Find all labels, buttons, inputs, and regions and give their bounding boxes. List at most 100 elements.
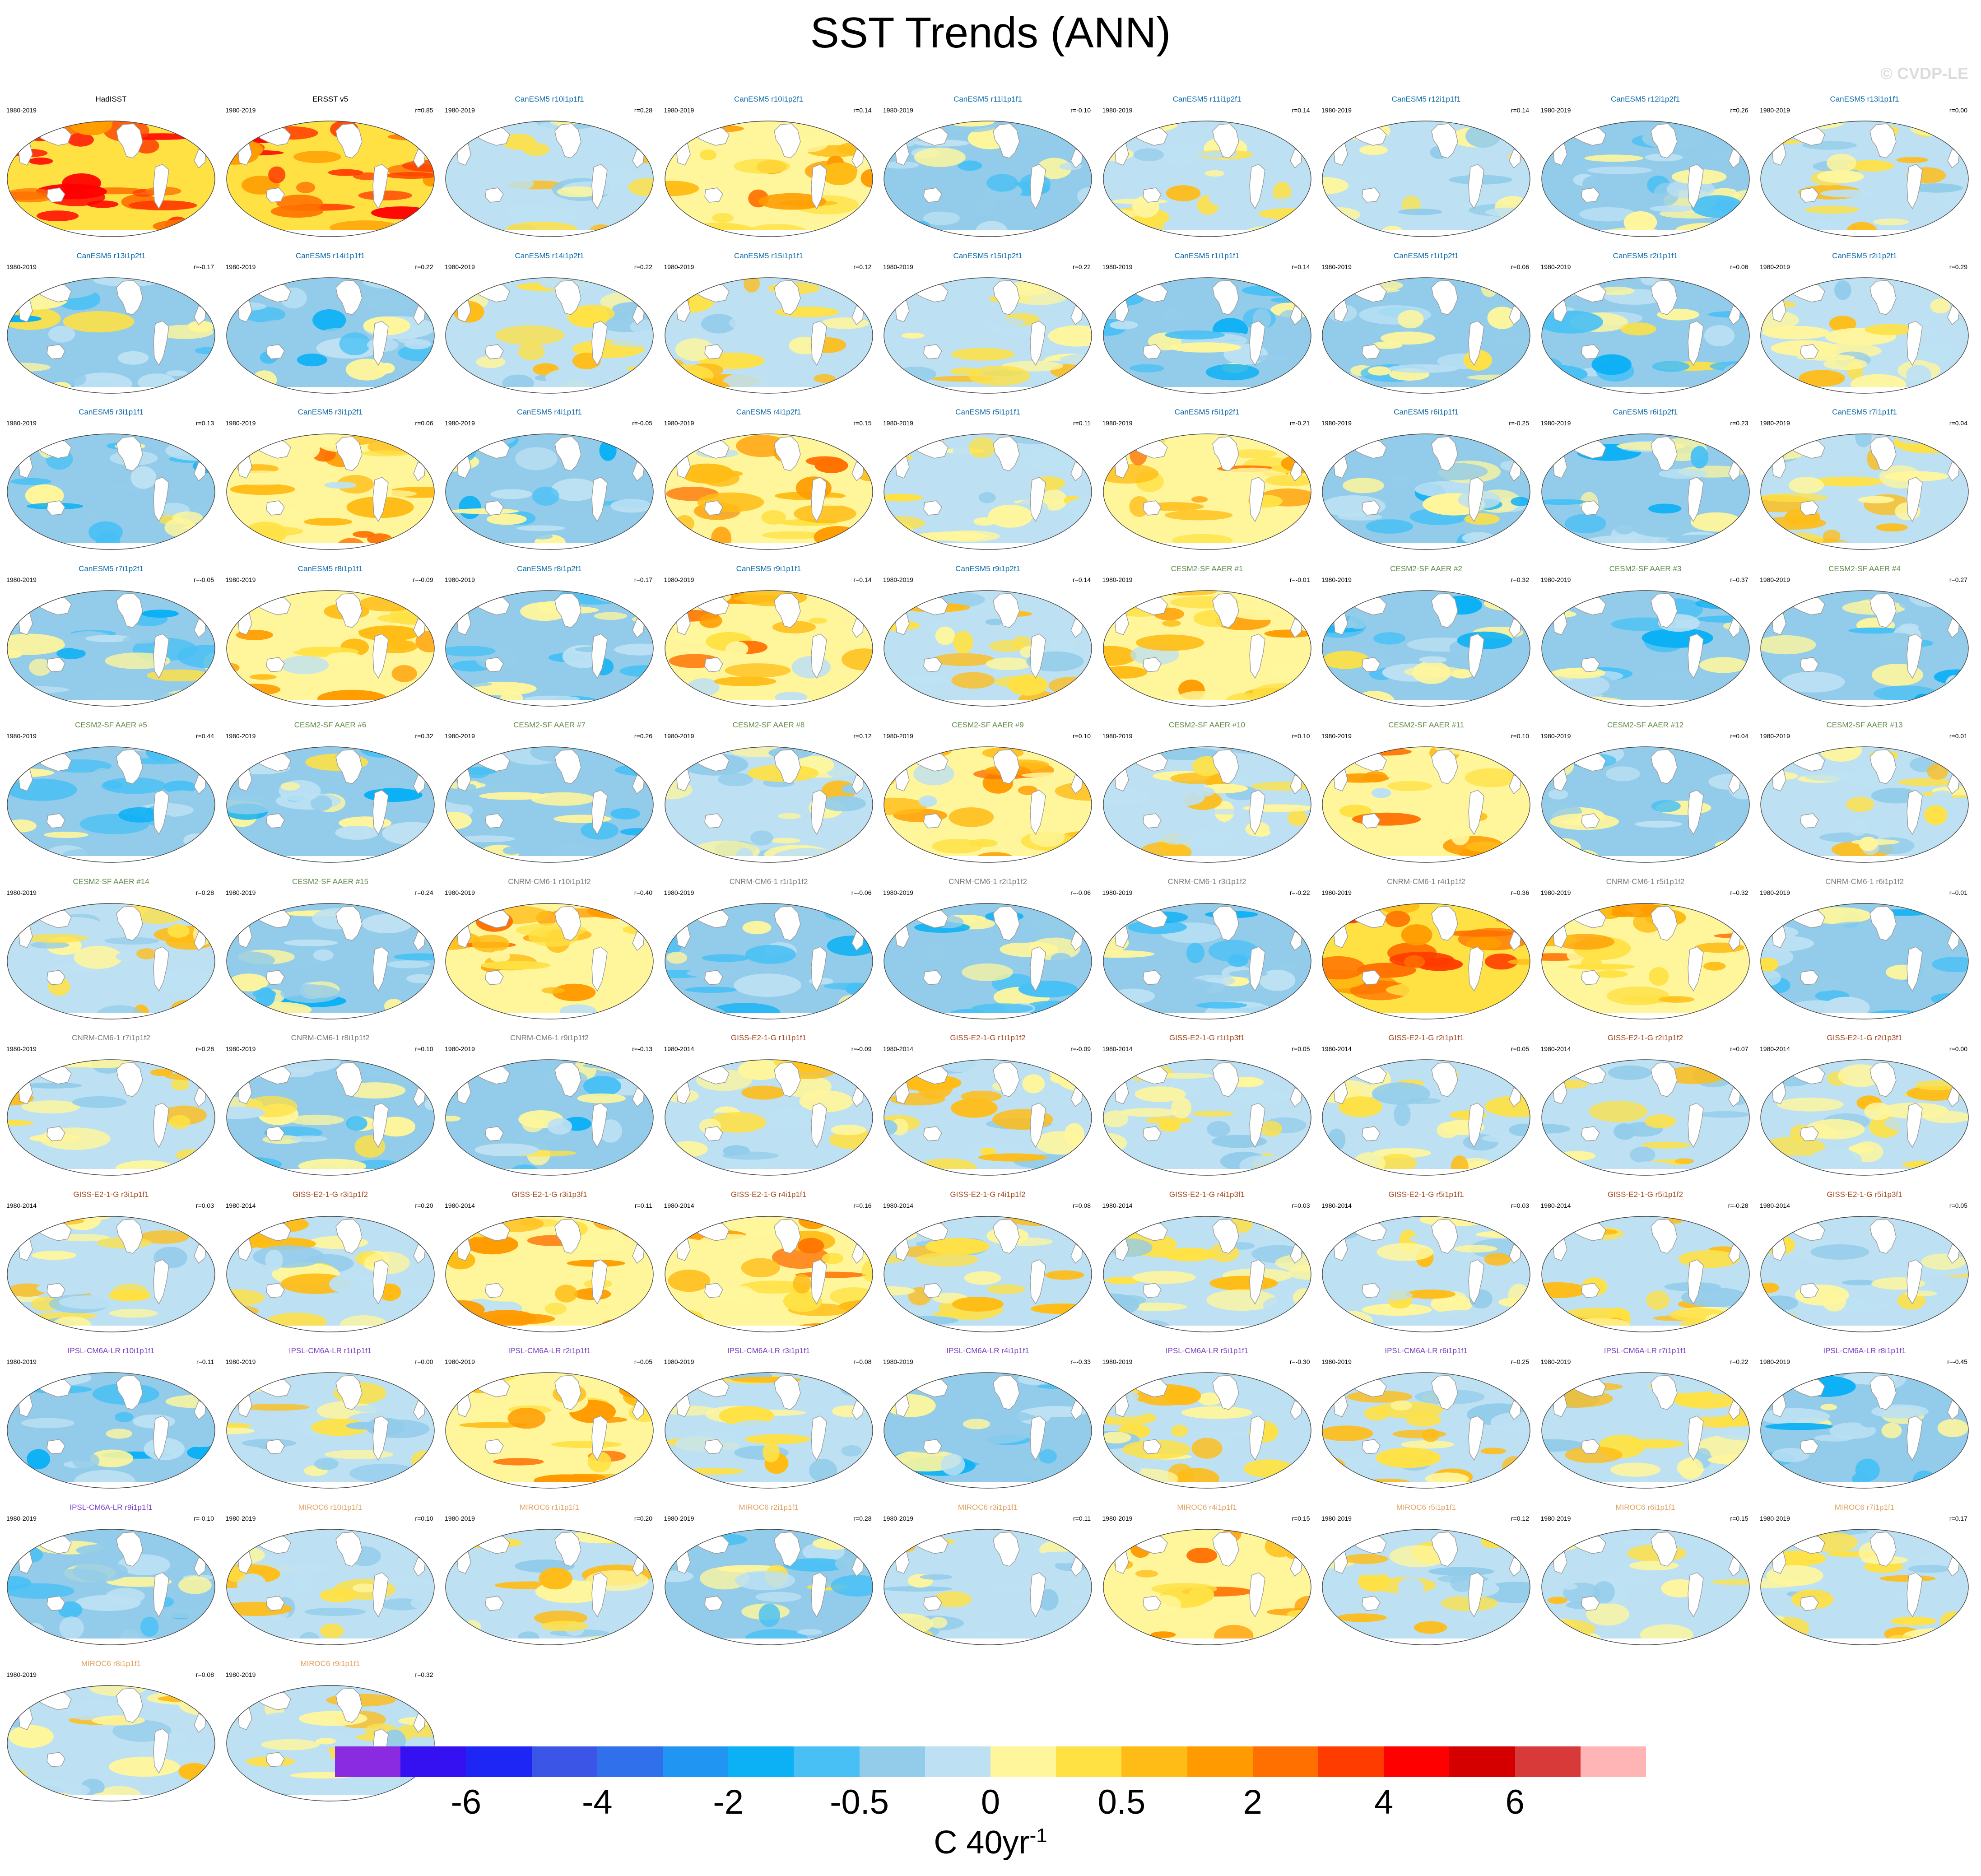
panel-correlation: r=0.44	[195, 732, 214, 740]
panel-title: GISS-E2-1-G r2i1p3f1	[1827, 1033, 1902, 1042]
panel-years: 1980-2019	[1321, 1514, 1352, 1522]
panel-title: CanESM5 r12i1p1f1	[1391, 95, 1461, 103]
colorbar-swatch	[728, 1746, 794, 1777]
panel-years: 1980-2014	[1760, 1045, 1790, 1052]
map-panel: CanESM5 r7i1p1f1 1980-2019 r=0.04	[1758, 408, 1971, 561]
panel-correlation: r=0.12	[853, 732, 872, 740]
sst-trend-map	[1541, 277, 1750, 394]
panel-correlation: r=0.10	[1072, 732, 1091, 740]
panel-years: 1980-2019	[1760, 1514, 1790, 1522]
panel-years: 1980-2019	[225, 419, 256, 427]
colorbar-swatch	[597, 1746, 663, 1777]
colorbar-tick: -6	[451, 1783, 482, 1821]
map-panel: CESM2-SF AAER #9 1980-2019 r=0.10	[881, 721, 1094, 874]
panel-years: 1980-2019	[225, 1045, 256, 1052]
panel-title: CanESM5 r6i1p1f1	[1394, 408, 1459, 416]
panel-years: 1980-2019	[883, 1514, 913, 1522]
panel-years: 1980-2019	[445, 263, 475, 270]
panel-years: 1980-2019	[664, 732, 694, 740]
panel-title: CanESM5 r7i1p1f1	[1832, 408, 1897, 416]
sst-trend-map	[664, 277, 873, 394]
panel-title: CNRM-CM6-1 r10i1p1f2	[508, 877, 591, 886]
map-panel: GISS-E2-1-G r3i1p1f1 1980-2014 r=0.03	[5, 1190, 218, 1344]
map-panel: IPSL-CM6A-LR r10i1p1f1 1980-2019 r=0.11	[5, 1346, 218, 1500]
sst-trend-map	[884, 903, 1092, 1019]
panel-years: 1980-2019	[1760, 107, 1790, 114]
panel-years: 1980-2019	[1321, 263, 1352, 270]
panel-years: 1980-2019	[225, 1514, 256, 1522]
panel-correlation: r=0.20	[415, 1201, 433, 1209]
panel-years: 1980-2019	[1102, 107, 1133, 114]
colorbar-swatch	[1252, 1746, 1319, 1777]
sst-trend-map	[1102, 277, 1311, 394]
panel-correlation: r=-0.13	[632, 1045, 652, 1052]
panel-correlation: r=0.17	[1949, 1514, 1967, 1522]
map-panel: MIROC6 r8i1p1f1 1980-2019 r=0.08	[5, 1659, 218, 1813]
panel-correlation: r=0.20	[634, 1514, 652, 1522]
panel-title: MIROC6 r6i1p1f1	[1615, 1503, 1675, 1512]
sst-trend-map	[1322, 903, 1530, 1019]
map-panel: GISS-E2-1-G r2i1p3f1 1980-2014 r=0.00	[1758, 1033, 1971, 1187]
panel-title: CNRM-CM6-1 r9i1p1f2	[510, 1033, 589, 1042]
panel-years: 1980-2019	[883, 576, 913, 583]
panel-correlation: r=0.32	[415, 732, 433, 740]
panel-correlation: r=0.05	[634, 1358, 652, 1365]
panel-years: 1980-2019	[225, 1358, 256, 1365]
map-panel: CanESM5 r8i1p1f1 1980-2019 r=-0.09	[224, 564, 437, 718]
panel-correlation: r=0.29	[1949, 263, 1967, 270]
panel-title: CESM2-SF AAER #15	[292, 877, 369, 886]
map-panel: CNRM-CM6-1 r5i1p1f2 1980-2019 r=0.32	[1539, 877, 1752, 1031]
panel-correlation: r=0.28	[195, 889, 214, 896]
panel-correlation: r=0.08	[195, 1671, 214, 1678]
sst-trend-map	[7, 1372, 215, 1489]
map-panel: GISS-E2-1-G r4i1p3f1 1980-2014 r=0.03	[1101, 1190, 1314, 1344]
panel-title: IPSL-CM6A-LR r6i1p1f1	[1385, 1346, 1468, 1355]
sst-trend-map	[1102, 1215, 1311, 1332]
sst-trend-map	[1760, 433, 1969, 550]
sst-trend-map	[1322, 1215, 1530, 1332]
panel-correlation: r=0.14	[1292, 263, 1310, 270]
map-panel: CanESM5 r1i1p2f1 1980-2019 r=0.06	[1320, 251, 1533, 405]
panel-title: MIROC6 r10i1p1f1	[298, 1503, 363, 1512]
sst-trend-map	[226, 1528, 435, 1645]
panel-title: MIROC6 r5i1p1f1	[1396, 1503, 1456, 1512]
colorbar-unit-label: C 40yr-1	[0, 1824, 1981, 1861]
map-panel: CanESM5 r11i1p2f1 1980-2019 r=0.14	[1101, 95, 1314, 248]
colorbar-tick: 4	[1374, 1783, 1394, 1821]
colorbar-swatch	[663, 1746, 729, 1777]
map-panel: GISS-E2-1-G r3i1p1f2 1980-2014 r=0.20	[224, 1190, 437, 1344]
panel-title: CanESM5 r7i1p2f1	[79, 564, 144, 573]
sst-trend-map	[1102, 121, 1311, 237]
sst-trend-map	[1102, 746, 1311, 863]
panel-title: GISS-E2-1-G r2i1p1f2	[1607, 1033, 1683, 1042]
colorbar-tick: 2	[1243, 1783, 1262, 1821]
panel-correlation: r=0.03	[195, 1201, 214, 1209]
panel-title: MIROC6 r8i1p1f1	[81, 1659, 141, 1668]
panel-years: 1980-2019	[6, 576, 37, 583]
panel-title: CNRM-CM6-1 r1i1p1f2	[729, 877, 808, 886]
panel-correlation: r=-0.17	[194, 263, 214, 270]
panel-correlation: r=0.06	[1730, 263, 1748, 270]
panel-title: CanESM5 r8i1p1f1	[298, 564, 363, 573]
map-panel: HadISST 1980-2019	[5, 95, 218, 248]
panel-title: GISS-E2-1-G r3i1p1f1	[73, 1190, 149, 1199]
sst-trend-map	[7, 277, 215, 394]
colorbar-swatch	[400, 1746, 466, 1777]
panel-title: CESM2-SF AAER #3	[1609, 564, 1682, 573]
panel-correlation: r=0.85	[415, 107, 433, 114]
sst-trend-map	[1541, 1059, 1750, 1176]
panel-title: CanESM5 r15i1p1f1	[734, 251, 804, 260]
map-panel: CanESM5 r2i1p2f1 1980-2019 r=0.29	[1758, 251, 1971, 405]
panel-years: 1980-2019	[664, 576, 694, 583]
map-panel: CESM2-SF AAER #11 1980-2019 r=0.10	[1320, 721, 1533, 874]
panel-title: GISS-E2-1-G r4i1p3f1	[1169, 1190, 1245, 1199]
sst-trend-map	[1322, 1528, 1530, 1645]
panel-title: CanESM5 r8i1p2f1	[517, 564, 582, 573]
panel-correlation: r=0.06	[1511, 263, 1529, 270]
panel-correlation: r=0.22	[1730, 1358, 1748, 1365]
map-panel: GISS-E2-1-G r5i1p3f1 1980-2014 r=0.05	[1758, 1190, 1971, 1344]
sst-trend-map	[1322, 1059, 1530, 1176]
panel-correlation: r=0.14	[1511, 107, 1529, 114]
panel-title: MIROC6 r7i1p1f1	[1834, 1503, 1895, 1512]
panel-title: CanESM5 r15i1p2f1	[953, 251, 1023, 260]
